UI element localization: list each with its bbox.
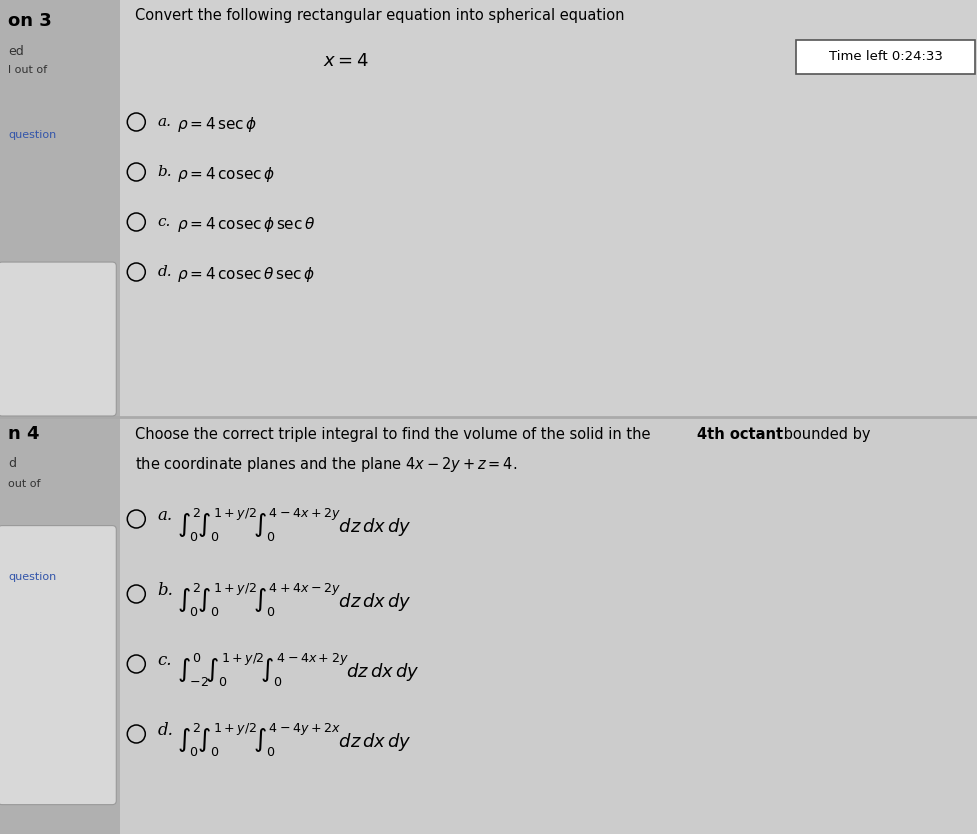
Text: ed: ed — [8, 45, 23, 58]
Text: $x = 4$: $x = 4$ — [322, 52, 368, 70]
Bar — [0, 0, 120, 417]
FancyBboxPatch shape — [795, 40, 974, 74]
FancyBboxPatch shape — [0, 525, 116, 805]
Text: b.: b. — [157, 582, 173, 599]
Text: $\rho = 4\,\mathrm{cosec}\,\phi\,\mathrm{sec}\,\theta$: $\rho = 4\,\mathrm{cosec}\,\phi\,\mathrm… — [177, 215, 316, 234]
Text: $\int_{-2}^0\!\int_0^{1+y/2}\!\int_0^{4-4x+2y} dz\,dx\,dy$: $\int_{-2}^0\!\int_0^{1+y/2}\!\int_0^{4-… — [177, 652, 419, 689]
Text: b.: b. — [157, 165, 172, 179]
Text: n 4: n 4 — [8, 425, 39, 443]
Text: Convert the following rectangular equation into spherical equation: Convert the following rectangular equati… — [135, 8, 624, 23]
Text: question: question — [8, 130, 57, 140]
Text: d.: d. — [157, 265, 172, 279]
Bar — [120, 417, 977, 834]
Text: $\rho = 4\,\mathrm{sec}\,\phi$: $\rho = 4\,\mathrm{sec}\,\phi$ — [177, 115, 257, 134]
Text: $\rho = 4\,\mathrm{cosec}\,\theta\,\mathrm{sec}\,\phi$: $\rho = 4\,\mathrm{cosec}\,\theta\,\math… — [177, 265, 315, 284]
Text: Choose the correct triple integral to find the volume of the solid in the: Choose the correct triple integral to fi… — [135, 427, 655, 442]
Text: a.: a. — [157, 507, 172, 524]
Text: c.: c. — [157, 215, 171, 229]
FancyBboxPatch shape — [0, 262, 116, 416]
Text: 4th octant: 4th octant — [697, 427, 783, 442]
Text: $\rho = 4\,\mathrm{cosec}\,\phi$: $\rho = 4\,\mathrm{cosec}\,\phi$ — [177, 165, 276, 184]
Text: l out of: l out of — [8, 65, 47, 75]
Text: $\int_0^2\!\int_0^{1+y/2}\!\int_0^{4-4y+2x} dz\,dx\,dy$: $\int_0^2\!\int_0^{1+y/2}\!\int_0^{4-4y+… — [177, 722, 411, 759]
Bar — [120, 0, 977, 417]
Text: bounded by: bounded by — [779, 427, 870, 442]
Text: $\int_0^2\!\int_0^{1+y/2}\!\int_0^{4-4x+2y} dz\,dx\,dy$: $\int_0^2\!\int_0^{1+y/2}\!\int_0^{4-4x+… — [177, 507, 411, 544]
Text: d: d — [8, 457, 16, 470]
Bar — [0, 417, 120, 834]
Text: d.: d. — [157, 722, 173, 739]
Text: question: question — [8, 572, 57, 582]
Text: out of: out of — [8, 479, 40, 489]
Text: on 3: on 3 — [8, 12, 52, 30]
Text: Time left 0:24:33: Time left 0:24:33 — [828, 51, 942, 63]
Text: $\int_0^2\!\int_0^{1+y/2}\!\int_0^{4+4x-2y} dz\,dx\,dy$: $\int_0^2\!\int_0^{1+y/2}\!\int_0^{4+4x-… — [177, 582, 411, 619]
Text: a.: a. — [157, 115, 171, 129]
Text: c.: c. — [157, 652, 172, 669]
Text: the coordinate planes and the plane $4x - 2y + z = 4$.: the coordinate planes and the plane $4x … — [135, 455, 517, 474]
